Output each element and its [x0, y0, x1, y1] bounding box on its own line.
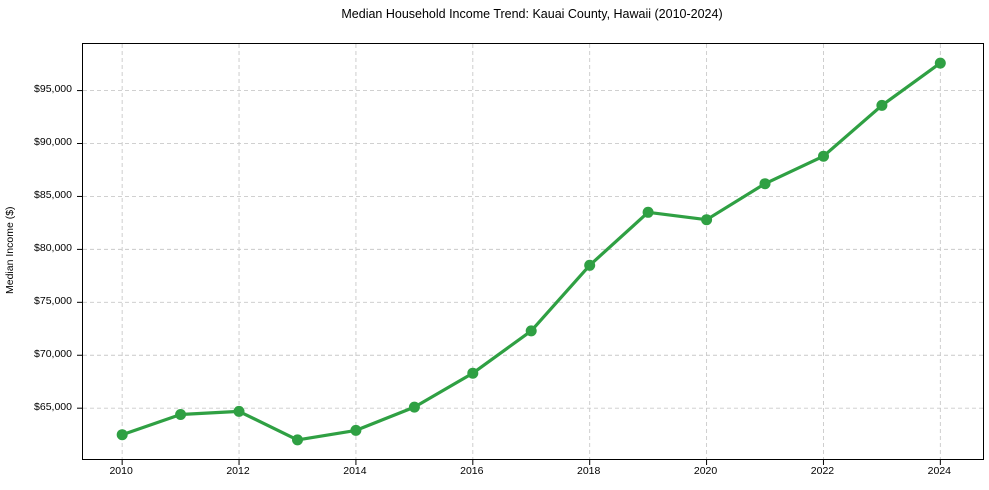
data-point-2020: [701, 214, 713, 226]
line-chart-canvas: [77, 44, 983, 465]
x-tick-label-2024: 2024: [927, 465, 951, 477]
y-tick-label-80000: $80,000: [34, 241, 72, 254]
data-point-2019: [642, 206, 654, 218]
y-tick-label-75000: $75,000: [34, 294, 72, 307]
x-tick-label-2020: 2020: [693, 465, 718, 477]
income-trend-line: [120, 61, 942, 442]
data-point-2011: [175, 409, 187, 420]
data-point-2013: [292, 434, 303, 446]
data-point-2021: [759, 178, 771, 190]
data-point-2018: [584, 259, 596, 271]
y-tick-label-95000: $95,000: [34, 83, 72, 96]
y-tick-label-70000: $70,000: [34, 347, 72, 360]
data-point-2023: [876, 99, 888, 111]
x-tick-label-2014: 2014: [343, 465, 367, 477]
chart-title: Median Household Income Trend: Kauai Cou…: [341, 7, 723, 21]
data-point-2012: [233, 405, 245, 417]
y-tick-label-85000: $85,000: [34, 188, 72, 201]
x-tick-label-2022: 2022: [810, 465, 835, 477]
x-tick-label-2010: 2010: [109, 465, 133, 477]
data-point-2022: [818, 150, 829, 162]
data-point-2014: [350, 424, 362, 436]
data-point-2024: [934, 57, 946, 69]
y-tick-label-90000: $90,000: [34, 136, 72, 148]
data-point-2016: [467, 367, 479, 379]
x-tick-label-2012: 2012: [226, 465, 250, 477]
x-tick-label-2018: 2018: [577, 465, 601, 477]
data-point-2017: [525, 325, 537, 337]
x-tick-label-2016: 2016: [460, 465, 484, 477]
plot-area: [77, 43, 984, 465]
y-tick-label-65000: $65,000: [34, 400, 72, 413]
data-point-2015: [408, 401, 420, 413]
data-point-2010: [116, 429, 128, 441]
